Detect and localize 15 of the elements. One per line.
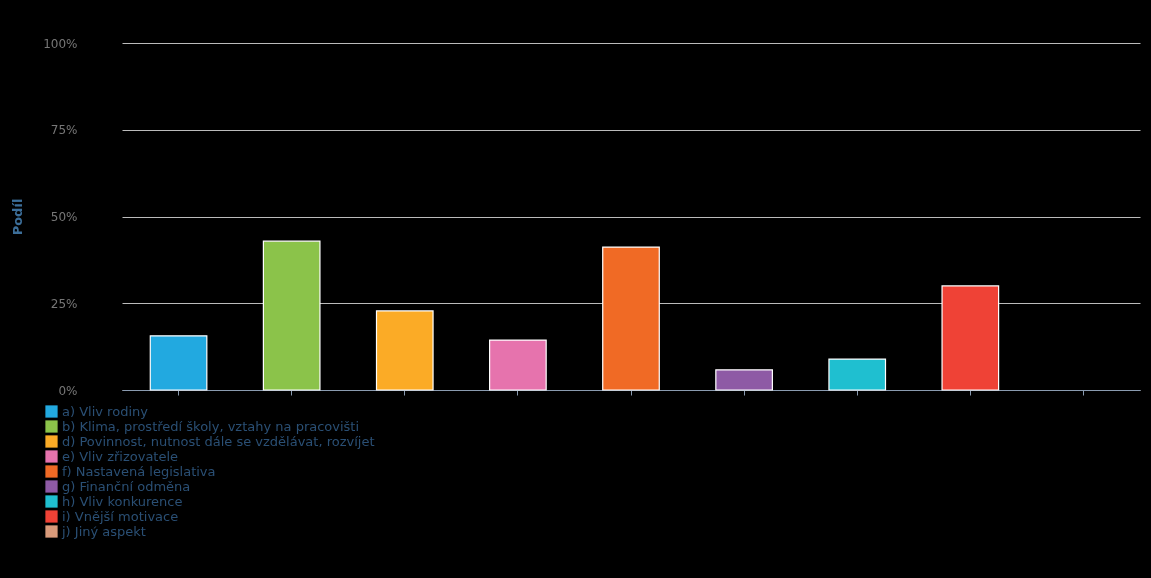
y-tick-label: 100%: [43, 36, 78, 51]
y-axis-title: Podíl: [10, 198, 26, 236]
legend-label: i) Vnější motivace: [62, 508, 179, 524]
legend-label: j) Jiný aspekt: [61, 523, 146, 539]
legend-label: g) Finanční odměna: [62, 478, 191, 494]
legend-label: e) Vliv zřizovatele: [62, 448, 179, 464]
y-tick-label: 50%: [50, 210, 78, 224]
legend-label: d) Povinnost, nutnost dále se vzdělávat, rozvíjet: [62, 433, 375, 449]
y-tick-label: 25%: [50, 296, 78, 311]
legend-label: a) Vliv rodiny: [62, 403, 149, 419]
legend-label: h) Vliv konkurence: [62, 493, 183, 509]
y-tick-label: 0%: [58, 383, 78, 398]
legend-label: f) Nastavená legislativa: [62, 463, 216, 479]
y-tick-label: 75%: [50, 123, 78, 138]
legend-label: b) Klima, prostředí školy, vztahy na pracovišti: [62, 418, 360, 434]
